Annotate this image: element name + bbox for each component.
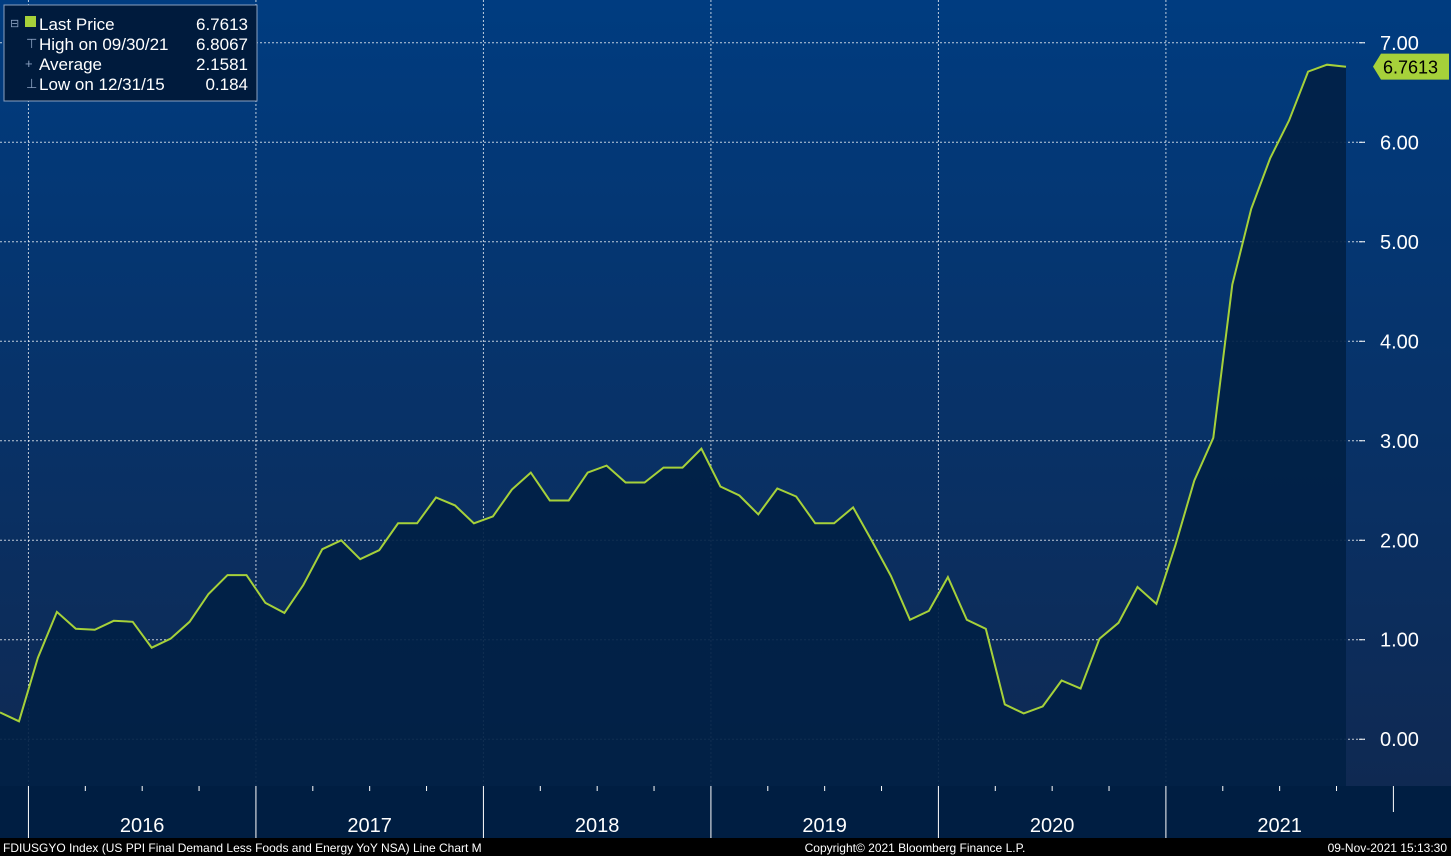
- footer-copyright: Copyright© 2021 Bloomberg Finance L.P.: [805, 841, 1026, 855]
- legend-value-average: 2.1581: [196, 55, 248, 74]
- legend-label-low: Low on 12/31/15: [39, 75, 165, 94]
- footer-timestamp: 09-Nov-2021 15:13:30: [1328, 841, 1448, 855]
- footer-bar: [0, 838, 1451, 856]
- x-tick-label: 2019: [802, 815, 847, 837]
- low-marker-icon: ⊥: [26, 76, 37, 91]
- x-tick-label: 2016: [120, 815, 165, 837]
- legend-label-last-price: Last Price: [39, 15, 115, 34]
- last-value-label-background: [1373, 53, 1449, 80]
- legend-box: [3, 4, 258, 102]
- y-tick-label: 0.00: [1380, 729, 1419, 751]
- x-axis-band: [0, 786, 1451, 838]
- series-line-last-price: [0, 63, 1347, 723]
- legend-value-high: 6.8067: [196, 35, 248, 54]
- series-area-fill: [0, 64, 1346, 786]
- x-tick-label: 2017: [347, 815, 392, 837]
- y-tick-label: 7.00: [1380, 33, 1419, 55]
- x-tick-label: 2018: [575, 815, 620, 837]
- legend-value-last-price: 6.7613: [196, 15, 248, 34]
- y-axis-ticks: 0.00 1.00 2.00 3.00 4.00 5.00 6.00 7.00: [1359, 33, 1419, 751]
- legend: ⊟ ⊤ + ⊥ Last Price High on 09/30/21 Aver…: [3, 4, 258, 102]
- footer-ticker-description: FDIUSGYO Index (US PPI Final Demand Less…: [3, 841, 482, 855]
- x-tick-label: 2020: [1030, 815, 1075, 837]
- legend-label-average: Average: [39, 55, 102, 74]
- average-marker-icon: +: [25, 56, 33, 71]
- legend-value-low: 0.184: [205, 75, 248, 94]
- y-tick-label: 4.00: [1380, 331, 1419, 353]
- high-marker-icon: ⊤: [26, 36, 37, 51]
- legend-label-high: High on 09/30/21: [39, 35, 169, 54]
- y-tick-label: 1.00: [1380, 630, 1419, 652]
- last-price-swatch-icon: [25, 16, 36, 27]
- y-tick-label: 5.00: [1380, 232, 1419, 254]
- y-tick-label: 2.00: [1380, 530, 1419, 552]
- x-tick-label: 2021: [1257, 815, 1302, 837]
- y-tick-label: 3.00: [1380, 431, 1419, 453]
- last-value-label: 6.7613: [1373, 53, 1449, 80]
- last-value-label-text: 6.7613: [1383, 58, 1438, 78]
- y-tick-label: 6.00: [1380, 132, 1419, 154]
- expand-toggle-icon[interactable]: ⊟: [10, 18, 19, 30]
- x-axis-ticks: 2016 2017 2018 2019 2020 2021: [27, 786, 1394, 838]
